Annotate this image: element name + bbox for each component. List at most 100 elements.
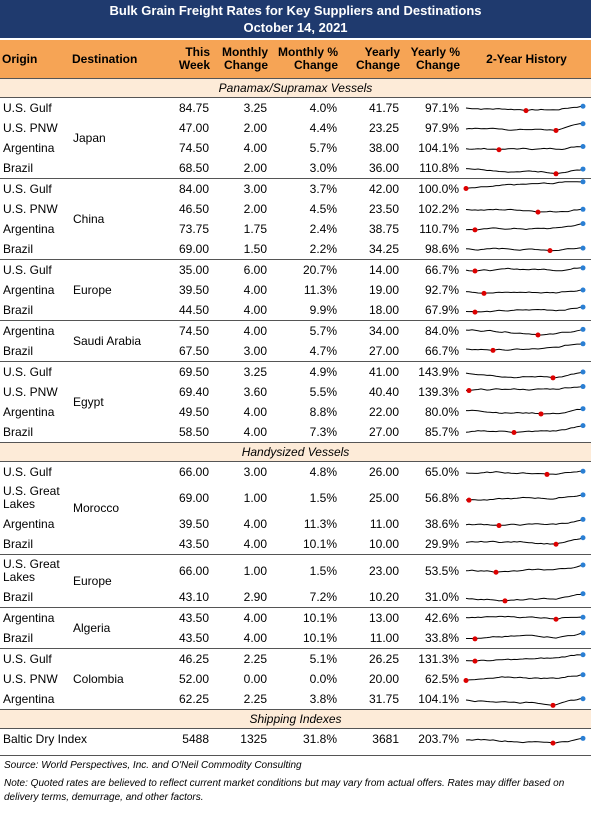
- value-cell: 43.50: [178, 630, 209, 645]
- value-cell: 7.2%: [309, 589, 337, 604]
- value-cell: 66.00: [178, 464, 209, 479]
- sparkline-high: [580, 468, 586, 474]
- sparkline-low: [553, 616, 559, 622]
- value-cell: 46.50: [178, 201, 209, 216]
- value-cell: 42.6%: [402, 607, 462, 628]
- history-cell: [462, 341, 591, 362]
- value-cell: 23.50: [368, 201, 399, 216]
- value-cell: 4.00: [243, 404, 267, 419]
- data-row: U.S. PNW 69.40 3.60 5.5% 40.40 139.3%: [0, 382, 591, 402]
- history-cell: [462, 199, 591, 219]
- destination: Japan: [73, 130, 106, 145]
- footer: Source: World Perspectives, Inc. and O'N…: [0, 755, 591, 805]
- value-cell: 39.50: [178, 282, 209, 297]
- value-cell: 2.00: [243, 160, 267, 175]
- note: Note: Quoted rates are believed to refle…: [4, 778, 565, 803]
- value-cell: 56.8%: [424, 490, 459, 505]
- value-cell: 20.7%: [270, 259, 340, 280]
- sparkline-high: [580, 206, 586, 212]
- origin: U.S. PNW: [3, 120, 58, 135]
- sparkline-low: [550, 740, 556, 746]
- value-cell: 38.00: [368, 140, 399, 155]
- sparkline-low: [553, 127, 559, 133]
- value-cell: 44.50: [178, 302, 209, 317]
- history-cell: [462, 482, 591, 514]
- value-cell: 40.40: [368, 384, 399, 399]
- value-cell: 19.00: [368, 282, 399, 297]
- data-row: U.S. Great Lakes 69.00 1.00 1.5% 25.00 56.8%: [0, 482, 591, 514]
- history-cell: [462, 118, 591, 138]
- sparkline-path: [465, 470, 583, 475]
- history-cell: [462, 729, 591, 750]
- history-cell: [462, 422, 591, 443]
- value-cell: 10.1%: [302, 630, 337, 645]
- sparkline: [465, 103, 586, 114]
- value-cell: 1.50: [243, 241, 267, 256]
- data-row: Argentina 74.50 4.00 5.7% 38.00 104.1%: [0, 138, 591, 158]
- data-row: Brazil 43.50 4.00 10.1% 10.00 29.9%: [0, 534, 591, 555]
- value-cell: 42.00: [340, 178, 402, 199]
- sparkline: [465, 245, 586, 254]
- sparkline-high: [580, 535, 586, 541]
- sparkline: [465, 591, 586, 604]
- history-cell: [462, 300, 591, 321]
- value-cell: 25.00: [368, 490, 399, 505]
- value-cell: 1.5%: [270, 554, 340, 587]
- sparkline-high: [580, 245, 586, 251]
- sparkline-path: [465, 343, 584, 351]
- value-cell: 46.25: [160, 648, 212, 669]
- sparkline: [465, 652, 586, 664]
- value-cell: 29.9%: [424, 536, 459, 551]
- sparkline: [465, 221, 586, 233]
- value-cell: 38.6%: [424, 516, 459, 531]
- sparkline-low: [550, 375, 556, 381]
- section-title: Panamax/Supramax Vessels: [0, 78, 591, 98]
- value-cell: 43.10: [178, 589, 209, 604]
- value-cell: 73.75: [178, 221, 209, 236]
- origin: U.S. Gulf: [0, 259, 70, 280]
- value-cell: 66.00: [160, 554, 212, 587]
- data-row: Brazil 58.50 4.00 7.3% 27.00 85.7%: [0, 422, 591, 443]
- history-cell: [462, 514, 591, 534]
- data-row: U.S. PNW 47.00 2.00 4.4% 23.25 97.9%: [0, 118, 591, 138]
- value-cell: 34.25: [368, 241, 399, 256]
- value-cell: 1.00: [243, 490, 267, 505]
- sparkline-low: [535, 209, 541, 215]
- origin: Argentina: [0, 320, 70, 341]
- value-cell: 5.7%: [309, 140, 337, 155]
- data-row: U.S. PNW 46.50 2.00 4.5% 23.50 102.2%: [0, 199, 591, 219]
- value-cell: 74.50: [178, 140, 209, 155]
- value-cell: 9.9%: [309, 302, 337, 317]
- title-bar: Bulk Grain Freight Rates for Key Supplie…: [0, 0, 591, 38]
- value-cell: 2.4%: [309, 221, 337, 236]
- value-cell: 4.00: [212, 607, 270, 628]
- value-cell: 10.00: [368, 536, 399, 551]
- value-cell: 2.00: [243, 120, 267, 135]
- destination: China: [70, 178, 160, 260]
- data-row: Argentina 49.50 4.00 8.8% 22.00 80.0%: [0, 402, 591, 422]
- sparkline-high: [580, 614, 586, 620]
- value-cell: 69.40: [178, 384, 209, 399]
- data-row: Baltic Dry Index 5488 1325 31.8% 3681 203.7%: [0, 729, 591, 750]
- data-row: Argentina Saudi Arabia 74.50 4.00 5.7% 34.00 8…: [0, 320, 591, 362]
- sparkline-low: [466, 388, 472, 394]
- value-cell: 43.50: [178, 536, 209, 551]
- value-cell: 5.1%: [270, 648, 340, 669]
- value-cell: 10.1%: [302, 536, 337, 551]
- sparkline-high: [580, 630, 586, 636]
- value-cell: 4.00: [243, 302, 267, 317]
- origin: Brazil: [3, 536, 34, 551]
- value-cell: 4.5%: [309, 201, 337, 216]
- destination: Morocco: [73, 500, 120, 515]
- data-row: U.S. Great Lakes Europe 66.00 1.00 1.5% 23.00…: [0, 554, 591, 608]
- data-row: Brazil 44.50 4.00 9.9% 18.00 67.9%: [0, 300, 591, 321]
- value-cell: 5488: [182, 731, 209, 746]
- origin: Brazil: [3, 343, 34, 358]
- history-cell: [462, 259, 591, 280]
- origin: Argentina: [3, 404, 55, 419]
- value-cell: 6.00: [212, 259, 270, 280]
- sparkline: [465, 265, 586, 274]
- value-cell: 66.7%: [402, 259, 462, 280]
- value-cell: 74.50: [160, 320, 212, 341]
